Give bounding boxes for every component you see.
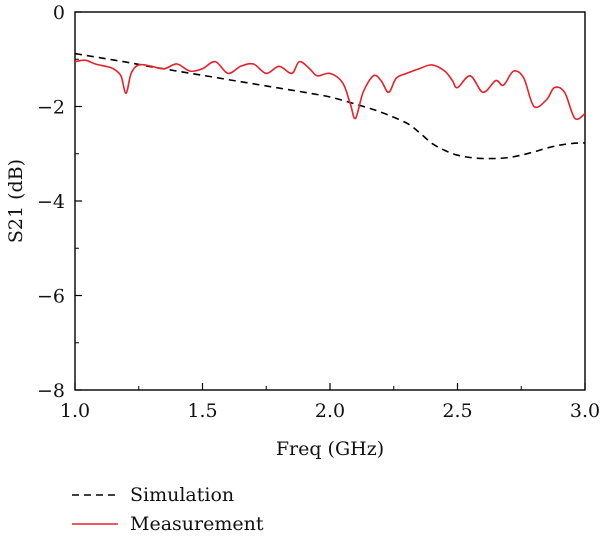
y-tick-label: −6 xyxy=(37,286,65,308)
x-tick-label: 1.5 xyxy=(187,400,217,422)
legend-label-measurement: Measurement xyxy=(130,513,264,535)
x-tick-label: 1.0 xyxy=(60,400,90,422)
y-tick-label: 0 xyxy=(53,2,65,24)
y-axis-label: S21 (dB) xyxy=(5,159,27,243)
x-axis-label: Freq (GHz) xyxy=(276,438,384,460)
x-tick-label: 2.5 xyxy=(442,400,472,422)
series-line-measurement xyxy=(74,59,586,120)
tick-labels: 1.0 1.5 2.0 2.5 3.0 0 −2 −4 −6 −8 xyxy=(37,2,600,422)
y-tick-label: −2 xyxy=(37,97,65,119)
legend-label-simulation: Simulation xyxy=(130,484,234,506)
axis-ticks xyxy=(74,11,586,391)
series-layer xyxy=(74,52,586,160)
y-tick-label: −8 xyxy=(37,380,65,402)
x-tick-label: 2.0 xyxy=(315,400,345,422)
plot-frame xyxy=(74,11,586,391)
legend: Simulation Measurement xyxy=(72,484,264,535)
x-tick-label: 3.0 xyxy=(570,400,600,422)
y-tick-label: −4 xyxy=(37,191,65,213)
series-line-simulation xyxy=(74,52,586,160)
